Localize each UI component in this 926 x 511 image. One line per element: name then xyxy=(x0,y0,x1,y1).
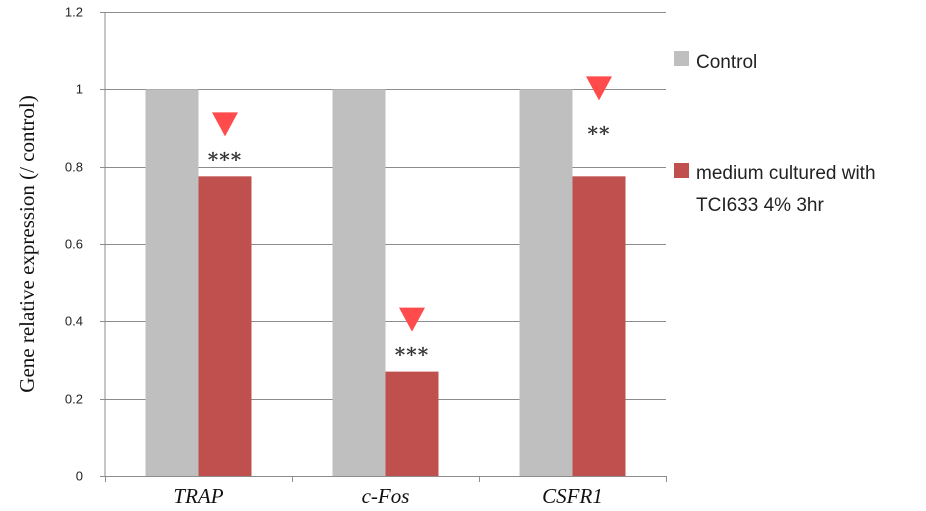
significance-label: *** xyxy=(208,147,242,171)
y-tick-label: 0.6 xyxy=(65,237,83,252)
x-tick-label: CSFR1 xyxy=(542,484,603,508)
bar-treated-trap xyxy=(198,176,252,477)
significance-label: *** xyxy=(395,343,429,367)
bar-treated-csfr1 xyxy=(572,176,626,477)
bar-treated-c-fos xyxy=(385,371,439,476)
legend-label: Control xyxy=(696,52,757,73)
y-tick-label: 1.2 xyxy=(65,5,83,20)
bar-control-trap xyxy=(145,89,199,476)
y-axis-ticks: 0 0.2 0.4 0.6 0.8 1 1.2 xyxy=(65,5,105,484)
y-tick-label: 0 xyxy=(76,469,83,484)
bar-control-csfr1 xyxy=(519,89,573,476)
significance-label: ** xyxy=(588,121,611,145)
y-tick-label: 0.4 xyxy=(65,314,83,329)
legend: Control medium cultured with TCI633 4% 3hr xyxy=(674,51,876,216)
y-axis-title: Gene relative expression (/ control) xyxy=(15,95,39,392)
y-tick-label: 0.2 xyxy=(65,392,83,407)
down-triangle-icon xyxy=(586,76,612,101)
x-axis-labels: TRAP c-Fos CSFR1 xyxy=(105,476,667,508)
bars xyxy=(145,89,626,477)
bar-control-c-fos xyxy=(332,89,386,476)
legend-label: medium cultured with xyxy=(696,163,876,184)
significance-annotations: ******** xyxy=(208,76,612,367)
y-tick-label: 1 xyxy=(76,82,83,97)
y-tick-label: 0.8 xyxy=(65,160,83,175)
legend-swatch xyxy=(674,163,689,178)
down-triangle-icon xyxy=(399,307,425,332)
down-triangle-icon xyxy=(212,112,238,137)
x-tick-label: c-Fos xyxy=(362,484,410,508)
legend-swatch xyxy=(674,51,689,66)
x-tick-label: TRAP xyxy=(173,484,223,508)
legend-label: TCI633 4% 3hr xyxy=(696,195,824,216)
